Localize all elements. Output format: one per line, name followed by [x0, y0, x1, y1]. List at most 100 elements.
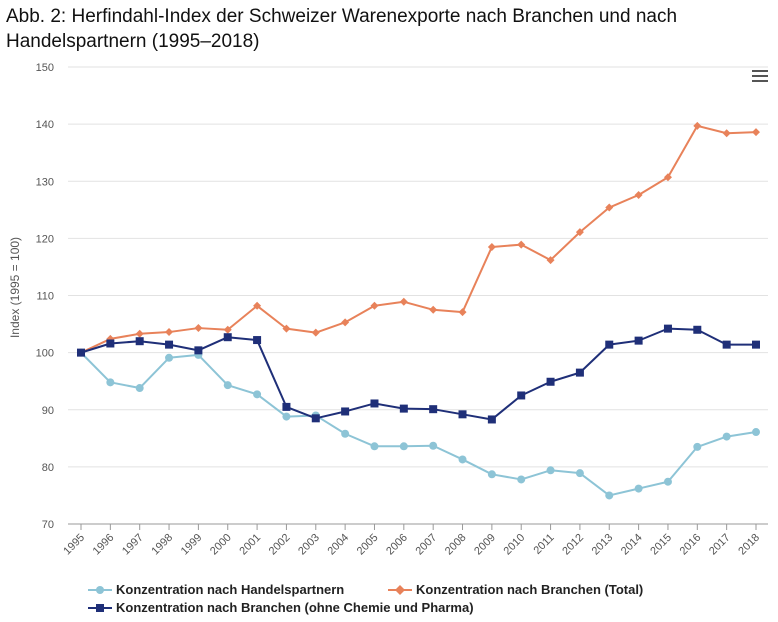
y-tick-label: 130 — [36, 176, 54, 188]
x-tick-label: 2004 — [325, 532, 351, 558]
y-tick-label: 90 — [42, 405, 54, 417]
menu-bar-2 — [752, 75, 768, 77]
data-point — [722, 432, 731, 441]
data-point — [341, 407, 350, 416]
x-tick-label: 2018 — [736, 532, 762, 558]
x-tick-label: 1996 — [91, 532, 117, 558]
x-tick-label: 2006 — [384, 532, 410, 558]
data-point — [634, 336, 643, 345]
data-point — [311, 414, 320, 423]
data-point — [693, 442, 702, 451]
x-tick-label: 1998 — [149, 532, 175, 558]
menu-bar-1 — [752, 70, 768, 72]
data-point — [752, 428, 760, 437]
x-tick-label: 2011 — [531, 532, 556, 557]
x-tick-label: 2002 — [267, 532, 293, 558]
x-tick-label: 2007 — [413, 532, 439, 558]
y-tick-label: 80 — [42, 462, 54, 474]
legend-circle-icon — [88, 585, 112, 594]
data-point — [634, 190, 643, 199]
legend-item-handelspartnern[interactable]: Konzentration nach Handelspartnern — [88, 582, 344, 597]
x-tick-label: 2008 — [443, 532, 469, 558]
data-point — [517, 240, 526, 249]
x-tick-label: 1997 — [120, 532, 146, 558]
data-point — [399, 404, 408, 413]
data-point — [282, 324, 291, 333]
series-line-0 — [80, 351, 757, 497]
data-point — [605, 203, 614, 212]
data-point — [77, 348, 85, 357]
data-point — [106, 378, 115, 387]
y-axis-title: Index (1995 = 100) — [8, 237, 22, 338]
data-point — [487, 470, 496, 479]
data-point — [370, 301, 379, 310]
data-point — [634, 484, 643, 493]
data-point — [752, 340, 760, 349]
data-point — [253, 390, 262, 399]
data-point — [546, 377, 555, 386]
data-point — [752, 128, 760, 137]
x-tick-label: 2013 — [590, 532, 616, 558]
data-point — [165, 353, 174, 362]
data-point — [722, 340, 731, 349]
y-tick-label: 70 — [42, 519, 54, 531]
x-tick-label: 2012 — [560, 532, 586, 558]
legend-item-branchen-ohne-chemie[interactable]: Konzentration nach Branchen (ohne Chemie… — [88, 600, 474, 615]
data-point — [546, 466, 555, 475]
chart-title: Abb. 2: Herfindahl-Index der Schweizer W… — [6, 6, 678, 52]
data-point — [282, 402, 291, 411]
data-point — [663, 173, 672, 182]
data-point — [194, 346, 203, 355]
data-point — [487, 415, 496, 424]
x-tick-label: 2000 — [208, 532, 234, 558]
data-point — [253, 301, 262, 310]
data-point — [605, 491, 614, 500]
x-tick-label: 2003 — [296, 532, 322, 558]
x-tick-label: 1995 — [61, 532, 87, 558]
hamburger-menu-icon[interactable] — [752, 70, 768, 84]
legend-label: Konzentration nach Branchen (Total) — [416, 582, 644, 597]
data-point — [429, 305, 438, 314]
series-group — [77, 121, 760, 500]
x-tick-label: 2014 — [619, 532, 645, 558]
data-point — [341, 429, 350, 438]
data-point — [487, 242, 496, 251]
data-point — [135, 384, 144, 393]
data-point — [106, 339, 115, 348]
data-point — [311, 328, 320, 337]
data-point — [194, 324, 203, 333]
data-point — [282, 412, 291, 421]
legend-square-icon — [88, 603, 112, 612]
legend-label: Konzentration nach Branchen (ohne Chemie… — [116, 600, 474, 615]
x-tick-label: 2015 — [648, 532, 674, 558]
data-point — [517, 475, 526, 484]
legend-diamond-icon — [388, 584, 412, 595]
x-tick-label: 2017 — [707, 532, 733, 558]
y-tick-label: 110 — [36, 291, 54, 303]
y-tick-label: 140 — [36, 119, 54, 131]
x-tick-label: 2005 — [355, 532, 381, 558]
data-point — [458, 410, 467, 419]
data-point — [575, 368, 584, 377]
data-point — [429, 441, 438, 450]
data-point — [399, 297, 408, 306]
data-point — [517, 391, 526, 400]
y-tick-label: 100 — [36, 348, 54, 360]
data-point — [341, 318, 350, 327]
y-tick-label: 150 — [36, 62, 54, 74]
x-tick-label: 1999 — [179, 532, 205, 558]
grid — [68, 66, 768, 468]
legend-item-branchen-total[interactable]: Konzentration nach Branchen (Total) — [388, 582, 643, 597]
series-line-1 — [80, 124, 757, 354]
data-point — [370, 442, 379, 451]
x-tick-label: 2016 — [678, 532, 704, 558]
data-point — [370, 399, 379, 408]
y-tick-label: 120 — [36, 233, 54, 245]
data-point — [135, 329, 144, 338]
data-point — [663, 477, 672, 486]
data-point — [575, 469, 584, 478]
x-tick-label: 2009 — [472, 532, 498, 558]
data-point — [546, 256, 555, 265]
x-tick-label: 2001 — [237, 532, 263, 558]
